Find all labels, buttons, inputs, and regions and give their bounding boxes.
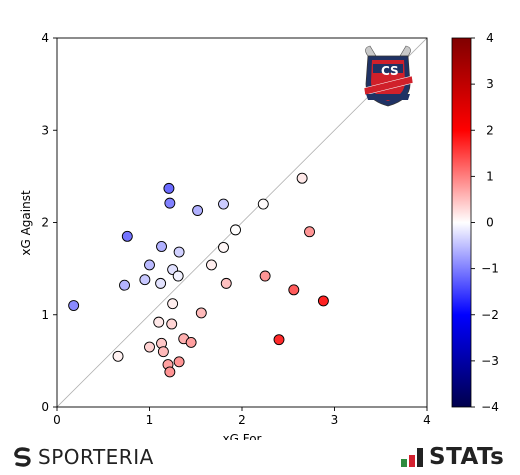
stats-logo-icon bbox=[401, 448, 423, 467]
scatter-point bbox=[317, 295, 329, 307]
scatter-point bbox=[206, 259, 217, 271]
colorbar-tick-label: 2 bbox=[486, 123, 494, 137]
scatter-point bbox=[155, 277, 167, 289]
x-axis-label: xG For bbox=[223, 432, 262, 440]
x-tick-label: 3 bbox=[331, 413, 339, 427]
scatter-point bbox=[121, 230, 133, 242]
scatter-point bbox=[157, 346, 169, 358]
scatter-point bbox=[288, 284, 300, 296]
x-tick-label: 1 bbox=[146, 413, 154, 427]
scatter-point bbox=[144, 341, 155, 353]
scatter-point bbox=[195, 307, 207, 319]
scatter-point bbox=[220, 277, 232, 289]
scatter-point bbox=[304, 226, 315, 238]
scatter-point bbox=[185, 336, 197, 348]
scatter-point bbox=[163, 182, 175, 194]
y-tick-label: 2 bbox=[41, 216, 49, 230]
scatter-point bbox=[173, 246, 185, 258]
scatter-point bbox=[296, 172, 308, 184]
scatter-point bbox=[218, 241, 229, 253]
x-tick-label: 4 bbox=[423, 413, 431, 427]
scatter-point bbox=[230, 224, 241, 236]
scatter-point bbox=[166, 318, 178, 330]
scatter-point bbox=[273, 334, 285, 346]
scatter-point bbox=[173, 356, 185, 368]
colorbar-tick-label: −1 bbox=[481, 262, 499, 276]
scatter-point bbox=[192, 205, 204, 216]
scatter-point bbox=[68, 300, 80, 311]
scatter-point bbox=[153, 316, 165, 328]
scatter-point bbox=[257, 198, 269, 210]
colorbar bbox=[451, 37, 472, 408]
colorbar-tick-label: 1 bbox=[486, 169, 494, 183]
y-tick-label: 0 bbox=[41, 400, 49, 414]
sporteria-logo-icon bbox=[14, 447, 31, 467]
colorbar-tick-label: 3 bbox=[486, 77, 494, 91]
scatter-points bbox=[68, 172, 329, 378]
scatter-point bbox=[156, 241, 167, 252]
scatter-point bbox=[167, 298, 179, 310]
colorbar-tick-label: −4 bbox=[481, 400, 499, 414]
scatter-point bbox=[139, 274, 151, 286]
x-tick-label: 0 bbox=[53, 413, 61, 427]
y-tick-label: 4 bbox=[41, 31, 49, 45]
y-axis: 0 1 2 3 4 bbox=[41, 31, 57, 414]
colorbar-axis: −4 −3 −2 −1 0 1 2 3 4 bbox=[471, 31, 499, 414]
scatter-point bbox=[112, 350, 124, 362]
diagonal-reference-line bbox=[57, 38, 427, 407]
colorbar-tick-label: 0 bbox=[486, 216, 494, 230]
stats-brand: STATs bbox=[400, 444, 504, 470]
scatter-point bbox=[218, 198, 229, 210]
scatter-point bbox=[172, 270, 184, 282]
y-tick-label: 1 bbox=[41, 308, 49, 322]
colorbar-tick-label: −3 bbox=[481, 354, 499, 368]
scatter-point bbox=[259, 270, 271, 282]
x-axis: 0 1 2 3 4 bbox=[53, 407, 431, 427]
scatter-point bbox=[164, 197, 176, 209]
colorbar-tick-label: −2 bbox=[481, 308, 499, 322]
sporteria-wordmark: SPORTERIA bbox=[38, 445, 154, 469]
team-crest-logo: CS bbox=[363, 45, 414, 107]
scatter-point bbox=[164, 366, 176, 378]
scatter-point bbox=[119, 279, 130, 291]
scatter-point bbox=[144, 259, 155, 271]
sporteria-brand: SPORTERIA bbox=[12, 444, 154, 470]
svg-text:CS: CS bbox=[381, 64, 399, 78]
stats-wordmark: STATs bbox=[429, 444, 505, 470]
x-tick-label: 2 bbox=[238, 413, 246, 427]
y-axis-label: xG Against bbox=[19, 190, 33, 256]
colorbar-tick-label: 4 bbox=[486, 31, 494, 45]
y-tick-label: 3 bbox=[41, 123, 49, 137]
